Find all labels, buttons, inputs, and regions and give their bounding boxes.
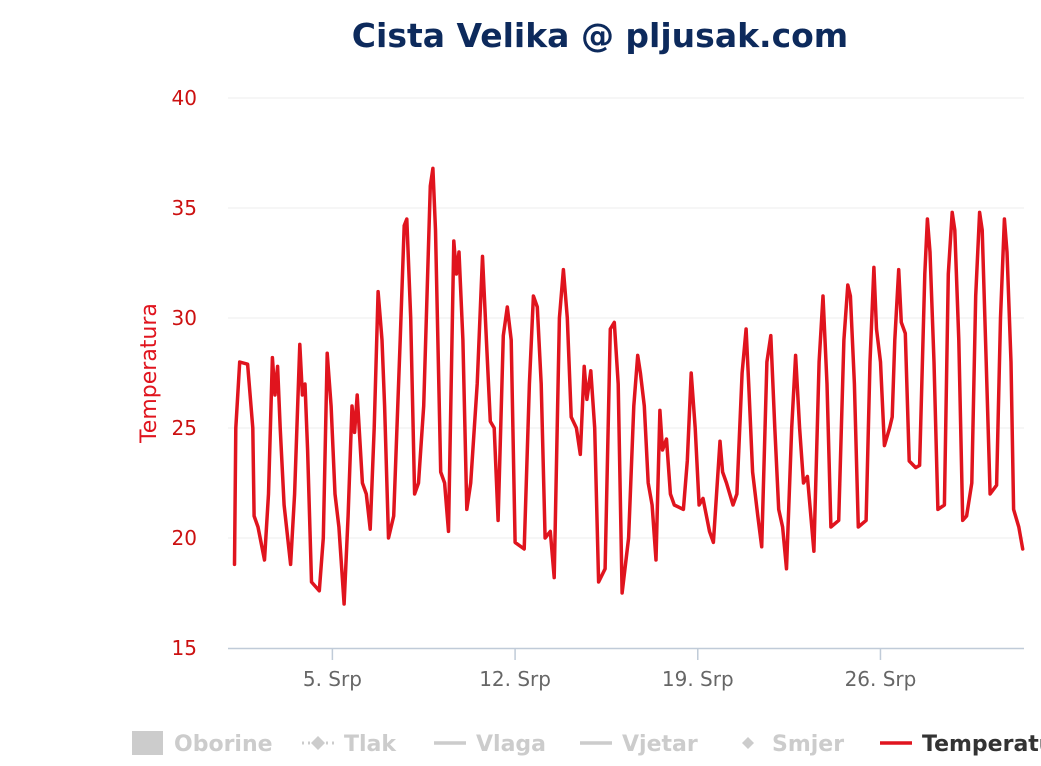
- legend-label: Smjer: [772, 732, 844, 757]
- legend-label: Vjetar: [622, 732, 698, 757]
- legend-label: Tlak: [344, 732, 397, 757]
- legend-symbol-diamond: [742, 737, 754, 749]
- x-axis: 5. Srp 12. Srp 19. Srp 26. Srp: [228, 647, 1024, 691]
- y-tick-label-35: 35: [172, 196, 197, 220]
- legend-item-vjetar[interactable]: Vjetar: [580, 732, 698, 757]
- x-tick-label: 5. Srp: [303, 667, 362, 691]
- x-tick-label: 12. Srp: [479, 667, 551, 691]
- x-tick-label: 26. Srp: [845, 667, 917, 691]
- legend-symbol-rect: [132, 731, 163, 755]
- legend-symbol-diamond: [311, 736, 325, 750]
- chart-title: Cista Velika @ pljusak.com: [352, 16, 848, 55]
- y-tick-label-20: 20: [172, 526, 197, 550]
- x-tick-label: 19. Srp: [662, 667, 734, 691]
- y-tick-label-15: 15: [172, 636, 197, 660]
- y-tick-label-30: 30: [172, 306, 197, 330]
- y-tick-label-25: 25: [172, 416, 197, 440]
- legend-label: Temperatura: [922, 732, 1041, 757]
- legend-label: Vlaga: [476, 732, 546, 757]
- legend: Oborine Tlak Vlaga Vjetar Smjer Temperatura: [132, 731, 1041, 757]
- series-line-temperatura: [232, 166, 1025, 606]
- legend-item-smjer[interactable]: Smjer: [742, 732, 844, 757]
- legend-item-tlak[interactable]: Tlak: [302, 732, 397, 757]
- series-layer: [232, 166, 1025, 606]
- grid-lines: [228, 97, 1024, 539]
- legend-item-vlaga[interactable]: Vlaga: [434, 732, 546, 757]
- y-axis-ticks: 15 20 25 30 35 40: [172, 86, 197, 660]
- y-axis-label: Temperatura: [137, 303, 162, 444]
- y-tick-label-40: 40: [172, 86, 197, 110]
- legend-item-oborine[interactable]: Oborine: [132, 731, 273, 757]
- legend-label: Oborine: [174, 732, 273, 757]
- legend-item-temperatura[interactable]: Temperatura: [880, 732, 1041, 757]
